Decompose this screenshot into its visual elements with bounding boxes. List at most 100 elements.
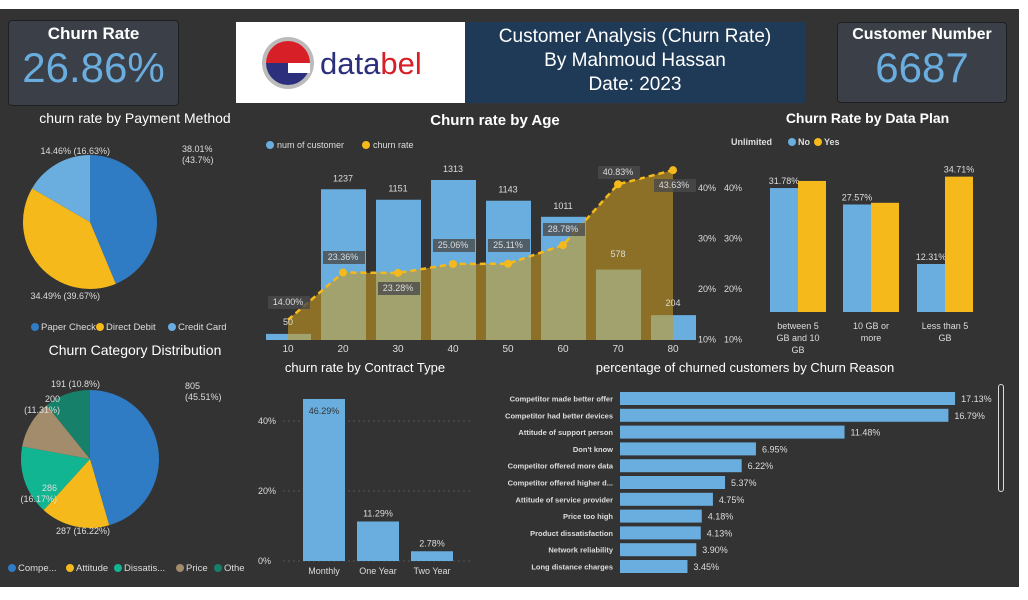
category-legend-label: Othe (224, 563, 245, 574)
reason-bar (620, 492, 713, 506)
age-rate-label: 14.00% (273, 297, 304, 307)
age-count-label: 1011 (553, 201, 572, 211)
reason-category-label: Attitude of service provider (515, 495, 613, 504)
payment-legend-marker (168, 323, 176, 331)
contract-y-tick: 40% (258, 416, 276, 426)
reason-data-label: 6.95% (762, 444, 788, 454)
category-legend-label: Attitude (76, 563, 108, 574)
payment-chart-title: churn rate by Payment Method (39, 110, 231, 126)
reason-data-label: 4.18% (708, 512, 734, 522)
dataplan-bar (843, 204, 871, 312)
contract-bar (411, 551, 453, 561)
category-legend-label: Compe... (18, 563, 57, 574)
category-legend-marker (214, 564, 222, 572)
payment-data-label: (43.7%) (182, 155, 214, 165)
reason-category-label: Attitude of support person (518, 428, 613, 437)
age-churn-point (394, 268, 402, 277)
dataplan-x-tick: Less than 5 (922, 321, 969, 331)
dataplan-x-tick: GB (938, 333, 951, 343)
category-slice (22, 405, 91, 459)
category-slice (43, 459, 110, 529)
category-legend-marker (176, 564, 184, 572)
reason-bar (620, 459, 742, 473)
category-legend-label: Dissatis... (124, 563, 165, 574)
reason-bar (620, 543, 697, 557)
contract-data-label: 2.78% (419, 538, 445, 548)
contract-bar (357, 521, 399, 561)
databel-logo: databel (236, 22, 465, 103)
payment-legend-marker (31, 323, 39, 331)
age-y2-tick: 10% (698, 335, 716, 345)
reason-category-label: Network reliability (548, 546, 613, 555)
age-y2-tick: 20% (698, 284, 716, 294)
dataplan-x-tick: GB and 10 (776, 333, 819, 343)
age-rate-label: 43.63% (659, 180, 690, 190)
category-slice (21, 446, 90, 511)
payment-legend-label: Direct Debit (106, 322, 156, 333)
reason-bar (620, 509, 702, 523)
category-data-label: (45.51%) (185, 392, 222, 402)
age-y2-tick: 30% (698, 234, 716, 244)
age-churn-point (669, 166, 677, 175)
reason-bar (620, 560, 688, 573)
reason-bar (620, 442, 756, 456)
age-churn-area (288, 170, 673, 340)
age-churn-point (559, 241, 567, 250)
dataplan-legend-label: Yes (824, 137, 840, 147)
reason-category-label: Price too high (563, 512, 613, 521)
age-x-tick: 10 (282, 344, 294, 355)
reason-bar (620, 425, 845, 439)
reason-bar (620, 392, 956, 405)
reason-data-label: 17.13% (961, 394, 992, 404)
contract-y-tick: 20% (258, 486, 276, 496)
age-x-tick: 20 (337, 344, 349, 355)
reason-data-label: 4.75% (719, 495, 745, 505)
dataplan-legend-marker (788, 138, 796, 146)
churn-rate-card: Churn Rate 26.86% (8, 20, 179, 106)
payment-legend-marker (96, 323, 104, 331)
age-legend-label: churn rate (373, 140, 414, 150)
dashboard: Churn Rate 26.86% databel Customer Analy… (0, 9, 1019, 587)
dataplan-y-tick: 10% (724, 335, 742, 345)
dataplan-y-tick: 40% (724, 183, 742, 193)
payment-data-label: 38.01% (182, 144, 213, 154)
reason-category-label: Long distance charges (531, 563, 613, 572)
title-line-2: By Mahmoud Hassan (544, 50, 726, 71)
category-data-label: (16.17%) (20, 494, 57, 504)
age-count-label: 578 (610, 249, 625, 259)
age-rate-label: 28.78% (548, 224, 579, 234)
category-legend-label: Price (186, 563, 208, 574)
reason-data-label: 6.22% (748, 461, 774, 471)
category-slice (90, 390, 160, 526)
reason-data-label: 11.48% (851, 428, 881, 438)
customer-number-card: Customer Number 6687 (837, 22, 1007, 103)
age-rate-label: 40.83% (603, 167, 634, 177)
contract-x-tick: Monthly (308, 566, 340, 576)
customer-number-label: Customer Number (852, 26, 992, 43)
age-rate-label-bg (433, 239, 475, 252)
dataplan-chart-title: Churn Rate by Data Plan (785, 110, 950, 126)
age-x-tick: 30 (392, 344, 404, 355)
age-count-label: 204 (665, 298, 680, 308)
category-legend-marker (66, 564, 74, 572)
age-x-tick: 40 (447, 344, 459, 355)
payment-data-label: 14.46% (16.63%) (40, 146, 110, 156)
payment-legend-label: Paper Check (41, 322, 96, 333)
contract-data-label: 11.29% (363, 508, 393, 518)
age-churn-point (614, 180, 622, 189)
age-legend-marker (362, 141, 370, 149)
age-churn-line (287, 168, 674, 321)
payment-legend-label: Credit Card (178, 322, 227, 333)
logo-graphic: databel (262, 37, 422, 89)
reason-scrollbar[interactable] (998, 384, 1004, 492)
contract-x-tick: Two Year (413, 566, 450, 576)
age-churn-point (504, 259, 512, 268)
title-line-1: Customer Analysis (Churn Rate) (498, 26, 772, 47)
dataplan-bar (871, 202, 899, 312)
age-rate-label: 23.28% (383, 283, 414, 293)
reason-category-label: Competitor had better devices (505, 411, 613, 420)
age-rate-label-bg (378, 282, 420, 295)
dataplan-bar (917, 263, 945, 312)
churn-rate-value: 26.86% (22, 44, 165, 91)
age-count-label: 1151 (388, 184, 407, 194)
